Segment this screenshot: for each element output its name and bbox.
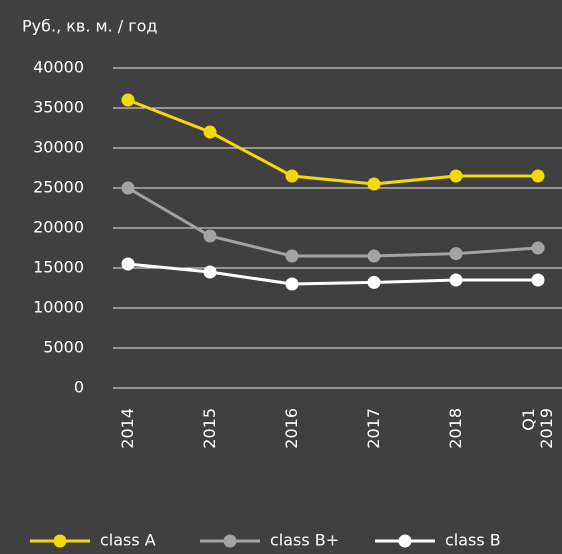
legend-marker	[53, 534, 67, 548]
x-tick-label: 2015	[200, 408, 219, 449]
data-point	[531, 273, 545, 287]
y-tick-label: 0	[74, 378, 84, 397]
x-tick-label: Q12019	[519, 408, 556, 449]
x-tick-label: 2017	[364, 408, 383, 449]
data-point	[367, 177, 381, 191]
data-point	[285, 169, 299, 183]
data-point	[121, 257, 135, 271]
data-point	[285, 277, 299, 291]
data-point	[449, 169, 463, 183]
data-point	[121, 93, 135, 107]
y-tick-label: 40000	[33, 58, 84, 77]
legend-label: class B	[445, 531, 501, 550]
legend-marker	[223, 534, 237, 548]
data-point	[367, 275, 381, 289]
y-tick-label: 10000	[33, 298, 84, 317]
y-tick-label: 20000	[33, 218, 84, 237]
x-tick-label: 2018	[446, 408, 465, 449]
data-point	[449, 247, 463, 261]
series-line	[127, 186, 539, 258]
data-point	[449, 273, 463, 287]
y-tick-label: 15000	[33, 258, 84, 277]
y-axis-label: Руб., кв. м. / год	[22, 17, 157, 36]
data-point	[203, 265, 217, 279]
data-point	[531, 241, 545, 255]
data-point	[121, 181, 135, 195]
x-tick-label: 2016	[282, 408, 301, 449]
y-tick-label: 25000	[33, 178, 84, 197]
y-tick-label: 5000	[43, 338, 84, 357]
data-point	[203, 125, 217, 139]
series-line	[127, 262, 538, 286]
legend-label: class B+	[270, 531, 339, 550]
data-point	[367, 249, 381, 263]
y-tick-label: 35000	[33, 98, 84, 117]
data-point	[203, 229, 217, 243]
legend-marker	[398, 534, 412, 548]
series-line	[127, 98, 538, 186]
legend-label: class A	[100, 531, 156, 550]
y-tick-label: 30000	[33, 138, 84, 157]
x-tick-label: 2014	[118, 408, 137, 449]
data-point	[285, 249, 299, 263]
data-point	[531, 169, 545, 183]
